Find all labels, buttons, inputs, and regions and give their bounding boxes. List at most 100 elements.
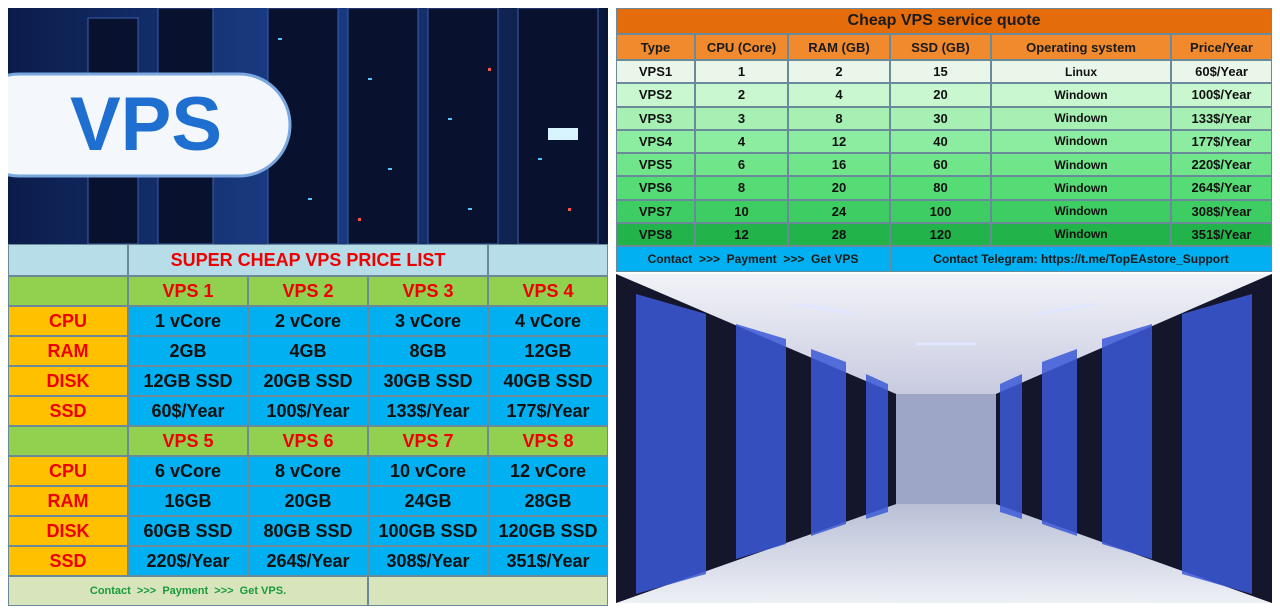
table-cell: 4 vCore: [488, 306, 608, 336]
table-cell: 177$/Year: [488, 396, 608, 426]
table-cell: 60GB SSD: [128, 516, 248, 546]
table-cell: 4: [788, 83, 890, 107]
row-label: RAM: [8, 336, 128, 366]
table-cell: VPS3: [616, 106, 695, 130]
table-cell: 2: [695, 83, 788, 107]
column-header: VPS 1: [128, 276, 248, 306]
table-cell: 30GB SSD: [368, 366, 488, 396]
column-header: VPS 6: [248, 426, 368, 456]
column-header: VPS 5: [128, 426, 248, 456]
table-cell: 20GB: [248, 486, 368, 516]
table-cell: 3: [695, 106, 788, 130]
table-cell: 1: [695, 60, 788, 84]
table-cell: 2: [788, 60, 890, 84]
table-cell: 80GB SSD: [248, 516, 368, 546]
table-cell: 100: [890, 199, 991, 223]
table-cell: 8: [695, 176, 788, 200]
table-cell: 24: [788, 199, 890, 223]
table-cell: 8 vCore: [248, 456, 368, 486]
row-label: SSD: [8, 546, 128, 576]
table-cell: 60$/Year: [128, 396, 248, 426]
table-cell: 308$/Year: [368, 546, 488, 576]
table-cell: 8: [788, 106, 890, 130]
table-cell: 10 vCore: [368, 456, 488, 486]
table-cell: 100$/Year: [248, 396, 368, 426]
table-cell: 16: [788, 153, 890, 177]
table-cell: VPS6: [616, 176, 695, 200]
table-cell: Windown: [991, 129, 1171, 153]
table-cell: 220$/Year: [128, 546, 248, 576]
table-cell: Windown: [991, 199, 1171, 223]
table-cell: 12: [695, 222, 788, 246]
table-cell: VPS7: [616, 199, 695, 223]
table-cell: 12 vCore: [488, 456, 608, 486]
row-label: DISK: [8, 366, 128, 396]
table-cell: 2GB: [128, 336, 248, 366]
blank-cell: [488, 244, 608, 276]
blank-cell: [8, 276, 128, 306]
table-cell: 264$/Year: [248, 546, 368, 576]
table-cell: 28: [788, 222, 890, 246]
row-label: CPU: [8, 306, 128, 336]
table-cell: 20GB SSD: [248, 366, 368, 396]
table-cell: 133$/Year: [1171, 106, 1272, 130]
table-cell: 100GB SSD: [368, 516, 488, 546]
banner-image: VPS: [8, 8, 608, 244]
table-cell: 6: [695, 153, 788, 177]
table-cell: 20: [788, 176, 890, 200]
table-cell: VPS8: [616, 222, 695, 246]
table-cell: 351$/Year: [1171, 222, 1272, 246]
blank-cell: [8, 426, 128, 456]
column-header: Price/Year: [1171, 34, 1272, 60]
table-cell: 80: [890, 176, 991, 200]
column-header: VPS 4: [488, 276, 608, 306]
table-cell: Windown: [991, 106, 1171, 130]
table-cell: 40GB SSD: [488, 366, 608, 396]
column-header: Type: [616, 34, 695, 60]
table-cell: 8GB: [368, 336, 488, 366]
table-cell: Windown: [991, 83, 1171, 107]
table-cell: 264$/Year: [1171, 176, 1272, 200]
row-label: RAM: [8, 486, 128, 516]
table-cell: 40: [890, 129, 991, 153]
table-cell: 220$/Year: [1171, 153, 1272, 177]
table-title: SUPER CHEAP VPS PRICE LIST: [128, 244, 488, 276]
column-header: VPS 3: [368, 276, 488, 306]
table-cell: VPS4: [616, 129, 695, 153]
datacenter-photo: [616, 274, 1272, 603]
column-header: SSD (GB): [890, 34, 991, 60]
column-header: VPS 2: [248, 276, 368, 306]
table-cell: 120: [890, 222, 991, 246]
table-footer: Contact >>> Payment >>> Get VPS.: [8, 576, 368, 606]
table-cell: 308$/Year: [1171, 199, 1272, 223]
table-cell: Linux: [991, 60, 1171, 84]
table-cell: Windown: [991, 176, 1171, 200]
table-cell: 1 vCore: [128, 306, 248, 336]
table-cell: 60$/Year: [1171, 60, 1272, 84]
column-header: VPS 7: [368, 426, 488, 456]
table-cell: VPS1: [616, 60, 695, 84]
banner-title: VPS: [70, 82, 222, 167]
table-cell: 177$/Year: [1171, 129, 1272, 153]
table-cell: 6 vCore: [128, 456, 248, 486]
table-cell: 4: [695, 129, 788, 153]
table-cell: VPS5: [616, 153, 695, 177]
column-header: VPS 8: [488, 426, 608, 456]
table-cell: 120GB SSD: [488, 516, 608, 546]
table-cell: Windown: [991, 222, 1171, 246]
column-header: RAM (GB): [788, 34, 890, 60]
table-cell: 12: [788, 129, 890, 153]
table-cell: 16GB: [128, 486, 248, 516]
table-footer: Contact >>> Payment >>> Get VPS: [616, 246, 890, 272]
table-cell: 28GB: [488, 486, 608, 516]
table-cell: 133$/Year: [368, 396, 488, 426]
table-footer: Contact Telegram: https://t.me/TopEAstor…: [890, 246, 1272, 272]
table-cell: 30: [890, 106, 991, 130]
table-cell: 60: [890, 153, 991, 177]
row-label: SSD: [8, 396, 128, 426]
table-cell: 24GB: [368, 486, 488, 516]
table-cell: 2 vCore: [248, 306, 368, 336]
table-cell: VPS2: [616, 83, 695, 107]
column-header: Operating system: [991, 34, 1171, 60]
